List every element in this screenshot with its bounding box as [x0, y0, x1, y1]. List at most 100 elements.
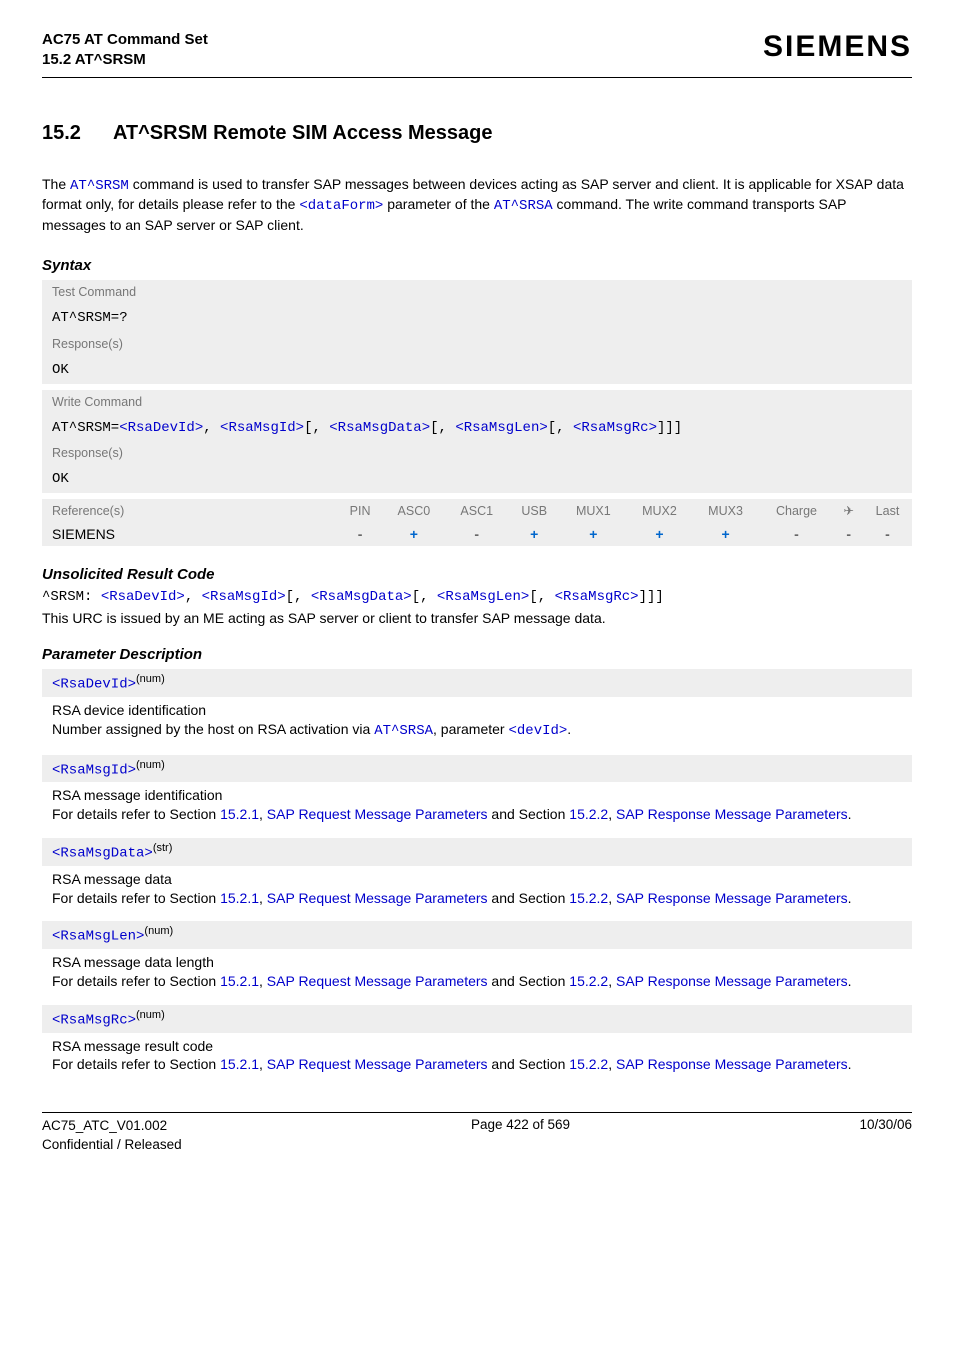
link-at-srsa[interactable]: AT^SRSA: [494, 198, 553, 214]
syntax-heading: Syntax: [42, 257, 912, 274]
param-text: .: [567, 721, 571, 737]
col-asc0: ASC0: [382, 499, 445, 522]
param-rsamsgdata[interactable]: <RsaMsgData>: [329, 420, 430, 436]
write-command-box: Write Command AT^SRSM=<RsaDevId>, <RsaMs…: [42, 390, 912, 494]
param-type: (num): [144, 925, 173, 937]
link-sap-request[interactable]: SAP Request Message Parameters: [267, 806, 488, 822]
param-text: For details refer to Section: [52, 973, 220, 989]
urc-note: This URC is issued by an ME acting as SA…: [42, 609, 912, 628]
link-sap-request[interactable]: SAP Request Message Parameters: [267, 1056, 488, 1072]
urc-syntax: ^SRSM: <RsaDevId>, <RsaMsgId>[, <RsaMsgD…: [42, 589, 912, 605]
val-usb: +: [508, 522, 560, 546]
link-sap-response[interactable]: SAP Response Message Parameters: [616, 973, 848, 989]
link-sap-request[interactable]: SAP Request Message Parameters: [267, 973, 488, 989]
param-name[interactable]: <RsaMsgLen>: [52, 929, 144, 945]
param-rsamsgrc[interactable]: <RsaMsgRc>: [573, 420, 657, 436]
write-command: AT^SRSM=<RsaDevId>, <RsaMsgId>[, <RsaMsg…: [42, 415, 912, 442]
sep: ,: [203, 420, 220, 436]
param-rsamsgid[interactable]: <RsaMsgId>: [202, 589, 286, 605]
sep: [,: [304, 420, 329, 436]
param-tag-rsamsglen: <RsaMsgLen>(num): [42, 921, 912, 949]
link-sap-response[interactable]: SAP Response Message Parameters: [616, 806, 848, 822]
param-text: For details refer to Section: [52, 806, 220, 822]
param-rsadevid[interactable]: <RsaDevId>: [119, 420, 203, 436]
link-section-1521[interactable]: 15.2.1: [220, 1056, 259, 1072]
link-section-1522[interactable]: 15.2.2: [569, 973, 608, 989]
col-mux1: MUX1: [560, 499, 626, 522]
link-dataform[interactable]: <dataForm>: [299, 198, 383, 214]
link-section-1522[interactable]: 15.2.2: [569, 1056, 608, 1072]
param-type: (str): [153, 842, 173, 854]
test-command-box: Test Command AT^SRSM=? Response(s) OK: [42, 280, 912, 384]
param-title: RSA device identification: [52, 701, 902, 720]
ref-value: SIEMENS: [42, 522, 338, 546]
val-mux1: +: [560, 522, 626, 546]
col-mux3: MUX3: [693, 499, 759, 522]
param-text: For details refer to Section: [52, 1056, 220, 1072]
param-name[interactable]: <RsaMsgData>: [52, 846, 153, 862]
sep: [,: [430, 420, 455, 436]
footer-status: Confidential / Released: [42, 1136, 182, 1154]
footer-date: 10/30/06: [859, 1117, 912, 1153]
param-desc-heading: Parameter Description: [42, 646, 912, 663]
header-left: AC75 AT Command Set 15.2 AT^SRSM: [42, 30, 208, 71]
intro-paragraph: The AT^SRSM command is used to transfer …: [42, 175, 912, 236]
param-text: .: [848, 806, 852, 822]
section-heading: 15.2AT^SRSM Remote SIM Access Message: [42, 122, 912, 145]
link-section-1522[interactable]: 15.2.2: [569, 890, 608, 906]
intro-text: parameter of the: [383, 196, 494, 212]
param-text: ,: [608, 806, 616, 822]
urc-prefix: ^SRSM:: [42, 589, 101, 605]
param-text: .: [848, 1056, 852, 1072]
param-text: .: [848, 890, 852, 906]
param-rsamsgrc[interactable]: <RsaMsgRc>: [555, 589, 639, 605]
param-title: RSA message result code: [52, 1037, 902, 1056]
footer-version: AC75_ATC_V01.002: [42, 1117, 182, 1135]
sep: ]]]: [639, 589, 664, 605]
param-rsamsgid[interactable]: <RsaMsgId>: [220, 420, 304, 436]
doc-title: AC75 AT Command Set: [42, 30, 208, 50]
param-tag-rsamsgrc: <RsaMsgRc>(num): [42, 1005, 912, 1033]
param-rsamsgdata[interactable]: <RsaMsgData>: [311, 589, 412, 605]
link-section-1521[interactable]: 15.2.1: [220, 890, 259, 906]
param-tag-rsamsgdata: <RsaMsgData>(str): [42, 838, 912, 866]
sep: ]]]: [657, 420, 682, 436]
param-text: ,: [259, 806, 267, 822]
link-sap-response[interactable]: SAP Response Message Parameters: [616, 890, 848, 906]
col-asc1: ASC1: [445, 499, 508, 522]
param-desc-rsamsgid: RSA message identification For details r…: [42, 784, 912, 838]
val-mux3: +: [693, 522, 759, 546]
val-last: -: [863, 522, 912, 546]
link-at-srsa[interactable]: AT^SRSA: [374, 723, 433, 739]
param-text: , parameter: [433, 721, 508, 737]
val-asc0: +: [382, 522, 445, 546]
link-section-1522[interactable]: 15.2.2: [569, 806, 608, 822]
sep: [,: [529, 589, 554, 605]
ref-col-label: Reference(s): [42, 499, 338, 522]
link-section-1521[interactable]: 15.2.1: [220, 806, 259, 822]
link-sap-response[interactable]: SAP Response Message Parameters: [616, 1056, 848, 1072]
val-charge: -: [759, 522, 835, 546]
param-text: ,: [259, 1056, 267, 1072]
sep: [,: [412, 589, 437, 605]
link-at-srsm[interactable]: AT^SRSM: [70, 178, 129, 194]
footer-page: Page 422 of 569: [471, 1117, 570, 1153]
param-rsamsglen[interactable]: <RsaMsgLen>: [455, 420, 547, 436]
param-title: RSA message data: [52, 870, 902, 889]
link-devid[interactable]: <devId>: [508, 723, 567, 739]
write-prefix: AT^SRSM=: [52, 420, 119, 436]
param-text: and Section: [488, 890, 570, 906]
param-type: (num): [136, 673, 165, 685]
param-text: ,: [608, 890, 616, 906]
param-rsamsglen[interactable]: <RsaMsgLen>: [437, 589, 529, 605]
param-name[interactable]: <RsaMsgRc>: [52, 1013, 136, 1029]
param-desc-rsamsgrc: RSA message result code For details refe…: [42, 1035, 912, 1089]
link-section-1521[interactable]: 15.2.1: [220, 973, 259, 989]
link-sap-request[interactable]: SAP Request Message Parameters: [267, 890, 488, 906]
section-breadcrumb: 15.2 AT^SRSM: [42, 50, 208, 70]
param-name[interactable]: <RsaDevId>: [52, 677, 136, 693]
col-usb: USB: [508, 499, 560, 522]
param-rsadevid[interactable]: <RsaDevId>: [101, 589, 185, 605]
param-name[interactable]: <RsaMsgId>: [52, 762, 136, 778]
param-text: and Section: [488, 973, 570, 989]
